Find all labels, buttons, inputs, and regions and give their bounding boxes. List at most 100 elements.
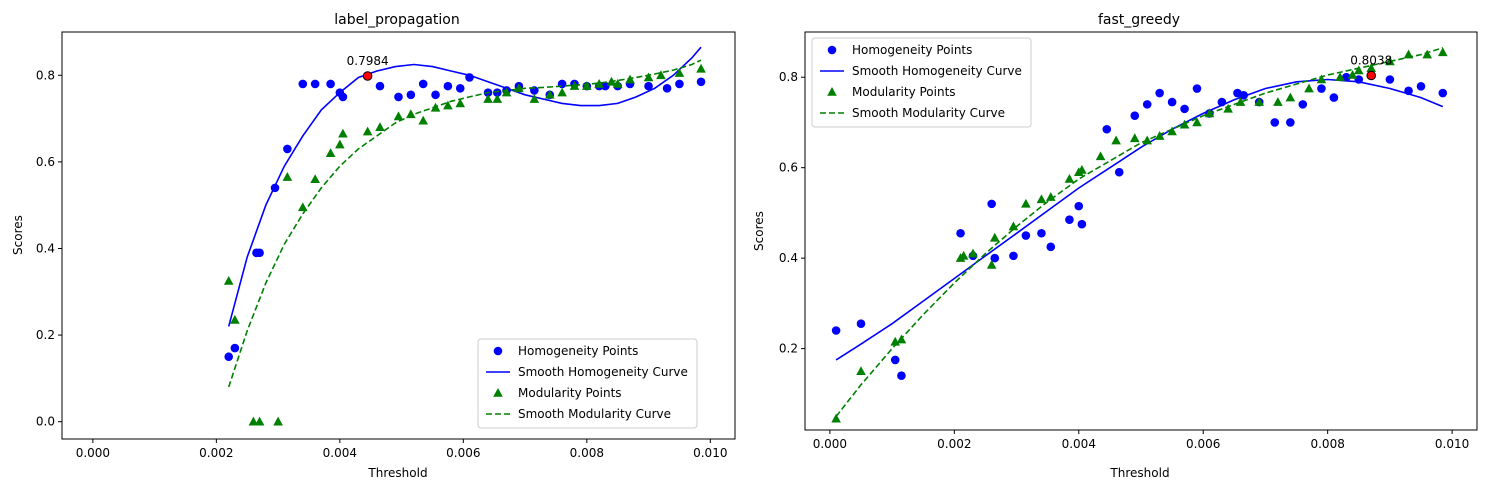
homogeneity-point [1298, 100, 1308, 109]
homogeneity-point [310, 79, 320, 89]
smooth-modularity-curve [835, 47, 1444, 417]
legend-label: Modularity Points [518, 386, 622, 400]
homogeneity-point [1167, 97, 1177, 107]
modularity-point [501, 87, 512, 97]
modularity-point [1045, 192, 1056, 201]
homogeneity-point [1130, 111, 1140, 120]
x-tick-label: 0.000 [76, 446, 110, 460]
modularity-point [1316, 74, 1327, 84]
modularity-point [831, 413, 841, 423]
modularity-point [594, 78, 604, 88]
best-point-marker [362, 71, 373, 81]
homogeneity-point [492, 88, 502, 97]
y-tick-label: 0.0 [36, 415, 55, 429]
modularity-point [612, 78, 623, 88]
homogeneity-point [431, 90, 440, 100]
homogeneity-point [1317, 84, 1326, 93]
modularity-point [254, 416, 265, 426]
homogeneity-point [987, 199, 996, 209]
homogeneity-point [1074, 201, 1084, 211]
modularity-point [529, 94, 540, 103]
best-point-label: 0.8038 [1350, 54, 1392, 68]
homogeneity-point [455, 83, 465, 93]
chart-title: label_propagation [334, 12, 460, 28]
x-tick-label: 0.008 [1310, 437, 1344, 451]
homogeneity-point [1438, 88, 1448, 98]
homogeneity-point [418, 79, 428, 89]
homogeneity-point [255, 248, 264, 258]
modularity-point [544, 89, 555, 99]
axes-frame [61, 31, 736, 440]
homogeneity-point [298, 79, 308, 89]
legend: Homogeneity Points Smooth Homogeneity Cur… [477, 338, 698, 429]
modularity-point [986, 259, 997, 269]
homogeneity-point [675, 79, 684, 89]
homogeneity-point [1102, 124, 1112, 134]
legend-box [477, 338, 698, 429]
modularity-point [557, 87, 567, 97]
plot-area: 0.000 0.002 0.004 0.006 0.008 0.010 0.0 0.2 0.4 0… [36, 31, 736, 460]
modularity-point [1129, 133, 1140, 143]
modularity-point [989, 232, 1000, 242]
x-axis-label: Threshold [1109, 466, 1169, 480]
homogeneity-point [283, 144, 292, 154]
y-tick-label: 0.4 [36, 241, 55, 255]
legend-box [811, 37, 1032, 128]
modularity-point [582, 81, 592, 90]
modularity-point [335, 139, 345, 149]
y-tick-label: 0.6 [36, 155, 55, 169]
modularity-point [656, 70, 666, 80]
homogeneity-point [1009, 251, 1018, 261]
modularity-point [223, 275, 234, 285]
legend-label: Homogeneity Points [518, 344, 638, 358]
x-tick-label: 0.004 [1062, 437, 1096, 451]
legend-label: Modularity Points [852, 85, 956, 99]
y-tick-label: 0.4 [779, 251, 798, 265]
modularity-point [273, 416, 283, 426]
modularity-point [393, 111, 404, 121]
subplot-label-propagation: label_propagation 0.000 0.002 0.004 0.006 0.… [11, 12, 736, 480]
modularity-point [338, 128, 348, 138]
modularity-point [958, 250, 969, 260]
homogeneity-point [897, 371, 906, 381]
modularity-point [325, 148, 336, 158]
x-tick-label: 0.010 [693, 446, 727, 460]
y-axis-label: Scores [752, 211, 766, 251]
legend-swatch-modularity-points [493, 388, 503, 397]
modularity-point [362, 126, 373, 136]
modularity-point [1437, 47, 1448, 57]
x-tick-label: 0.002 [199, 446, 233, 460]
homogeneity-point [990, 253, 1000, 263]
modularity-point [1335, 72, 1345, 82]
modularity-point [968, 248, 978, 258]
y-tick-label: 0.2 [36, 328, 55, 342]
modularity-point [310, 174, 320, 184]
modularity-point [1304, 83, 1314, 93]
x-tick-label: 0.006 [1186, 437, 1220, 451]
homogeneity-point [1342, 72, 1351, 82]
modularity-point [483, 94, 493, 103]
legend-swatch-modularity-points [827, 87, 837, 96]
modularity-point [406, 109, 416, 119]
legend-label: Homogeneity Points [852, 43, 972, 57]
plot-area: 0.000 0.002 0.004 0.006 0.008 0.010 0.2 0.4 0.6 0… [779, 31, 1478, 451]
modularity-point [856, 366, 866, 376]
homogeneity-point [956, 228, 965, 238]
best-point-marker [1366, 70, 1377, 81]
legend-swatch-homogeneity-points [827, 45, 837, 55]
modularity-point [1064, 173, 1075, 183]
modularity-point [297, 202, 308, 212]
x-tick-label: 0.006 [446, 446, 480, 460]
y-tick-label: 0.8 [36, 68, 55, 82]
homogeneity-point [696, 77, 706, 87]
homogeneity-point [230, 343, 240, 353]
y-tick-label: 0.2 [779, 342, 798, 356]
smooth-modularity-curve [227, 59, 702, 388]
smooth-homogeneity-curve [227, 46, 702, 327]
modularity-point [1422, 49, 1433, 59]
homogeneity-point [375, 81, 385, 91]
modularity-point [1111, 135, 1121, 145]
best-point-label: 0.7984 [347, 54, 389, 68]
modularity-point [1192, 117, 1202, 127]
